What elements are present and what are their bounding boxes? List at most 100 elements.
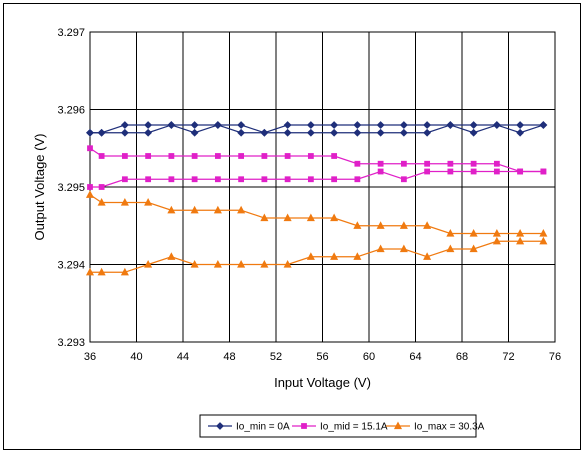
data-point: [446, 244, 455, 253]
data-point: [213, 121, 222, 129]
x-tick-label: 44: [177, 351, 189, 363]
x-tick-label: 36: [84, 351, 96, 363]
x-tick-label: 72: [502, 351, 514, 363]
data-point: [191, 153, 198, 159]
data-point: [260, 260, 269, 268]
data-point: [492, 229, 501, 237]
chart-frame: [3, 3, 581, 450]
data-point: [492, 121, 501, 129]
legend-entry: Io_min = 0A: [208, 422, 290, 433]
data-point: [539, 121, 548, 129]
data-point: [97, 198, 106, 206]
data-point: [446, 229, 455, 237]
data-point: [85, 267, 95, 276]
x-tick-label: 52: [270, 351, 282, 363]
data-point: [237, 260, 246, 268]
data-point: [144, 128, 153, 137]
data-point: [493, 160, 500, 167]
data-point: [446, 121, 455, 129]
data-point: [516, 229, 525, 237]
legend-label: Io_min = 0A: [236, 422, 290, 433]
data-point: [120, 128, 129, 137]
legend-label: Io_mid = 15.1A: [320, 422, 388, 433]
data-point: [400, 176, 407, 183]
data-point: [284, 176, 291, 183]
data-point: [121, 153, 128, 159]
series-2: [87, 145, 547, 175]
x-tick-label: 76: [549, 351, 561, 363]
series-line: [89, 147, 544, 173]
y-tick-label: 3.294: [57, 260, 85, 272]
x-tick-label: 68: [456, 351, 468, 363]
data-point: [424, 168, 431, 175]
data-point: [376, 221, 385, 229]
data-point: [469, 121, 478, 129]
data-point: [469, 229, 478, 237]
data-point: [260, 213, 269, 222]
data-point: [306, 121, 315, 129]
data-point: [399, 128, 408, 137]
data-point: [306, 128, 315, 137]
data-point: [470, 160, 477, 167]
data-point: [447, 160, 454, 167]
data-point: [191, 176, 198, 183]
data-point: [377, 160, 384, 167]
data-point: [447, 168, 454, 175]
legend-entry: Io_max = 30.3A: [386, 422, 485, 433]
data-point: [238, 176, 245, 183]
data-point: [306, 252, 315, 260]
data-point: [98, 153, 105, 159]
data-point: [469, 128, 478, 137]
data-point: [190, 260, 199, 268]
data-point: [121, 176, 128, 183]
data-point: [423, 252, 432, 260]
data-point: [353, 121, 362, 129]
data-point: [85, 190, 95, 198]
data-point: [145, 153, 152, 159]
data-point: [331, 176, 338, 183]
data-point: [353, 252, 362, 260]
data-point: [539, 229, 548, 237]
data-point: [144, 260, 153, 268]
data-point: [120, 198, 129, 206]
data-point: [539, 236, 548, 245]
legend: Io_min = 0A Io_mid = 15.1A Io_max = 30.3A: [199, 414, 485, 438]
data-point: [86, 128, 94, 137]
data-point: [283, 213, 292, 222]
data-point: [540, 168, 547, 175]
y-tick-label: 3.297: [57, 27, 85, 39]
data-point: [213, 260, 222, 268]
data-point: [261, 153, 268, 159]
series-line: [90, 240, 544, 273]
data-point: [330, 128, 339, 137]
x-tick-label: 56: [316, 351, 328, 363]
series-layer: [85, 121, 548, 276]
series-3: [87, 168, 547, 190]
data-point: [306, 213, 315, 222]
data-point: [469, 244, 478, 253]
data-point: [145, 176, 152, 183]
data-point: [261, 176, 268, 183]
legend-marker: [301, 423, 307, 429]
data-point: [120, 121, 129, 129]
data-point: [330, 213, 339, 222]
data-point: [87, 145, 93, 152]
data-point: [283, 121, 292, 129]
data-point: [237, 128, 246, 137]
data-point: [353, 221, 362, 229]
y-axis-label: Output Voltage (V): [32, 134, 47, 241]
data-point: [120, 267, 129, 276]
data-point: [284, 153, 291, 159]
data-point: [144, 121, 153, 129]
tick-labels: 36 40 44 48 52 56 60 64 68 72 76 3.297 3.296 3.295 3.2…: [57, 27, 561, 363]
data-point: [97, 267, 106, 276]
series-1: [86, 121, 548, 137]
data-point: [144, 198, 153, 206]
data-point: [492, 236, 501, 245]
data-point: [190, 205, 199, 214]
data-point: [400, 160, 407, 167]
data-point: [237, 121, 246, 129]
data-point: [237, 205, 246, 214]
data-point: [190, 128, 199, 137]
data-point: [376, 128, 385, 137]
